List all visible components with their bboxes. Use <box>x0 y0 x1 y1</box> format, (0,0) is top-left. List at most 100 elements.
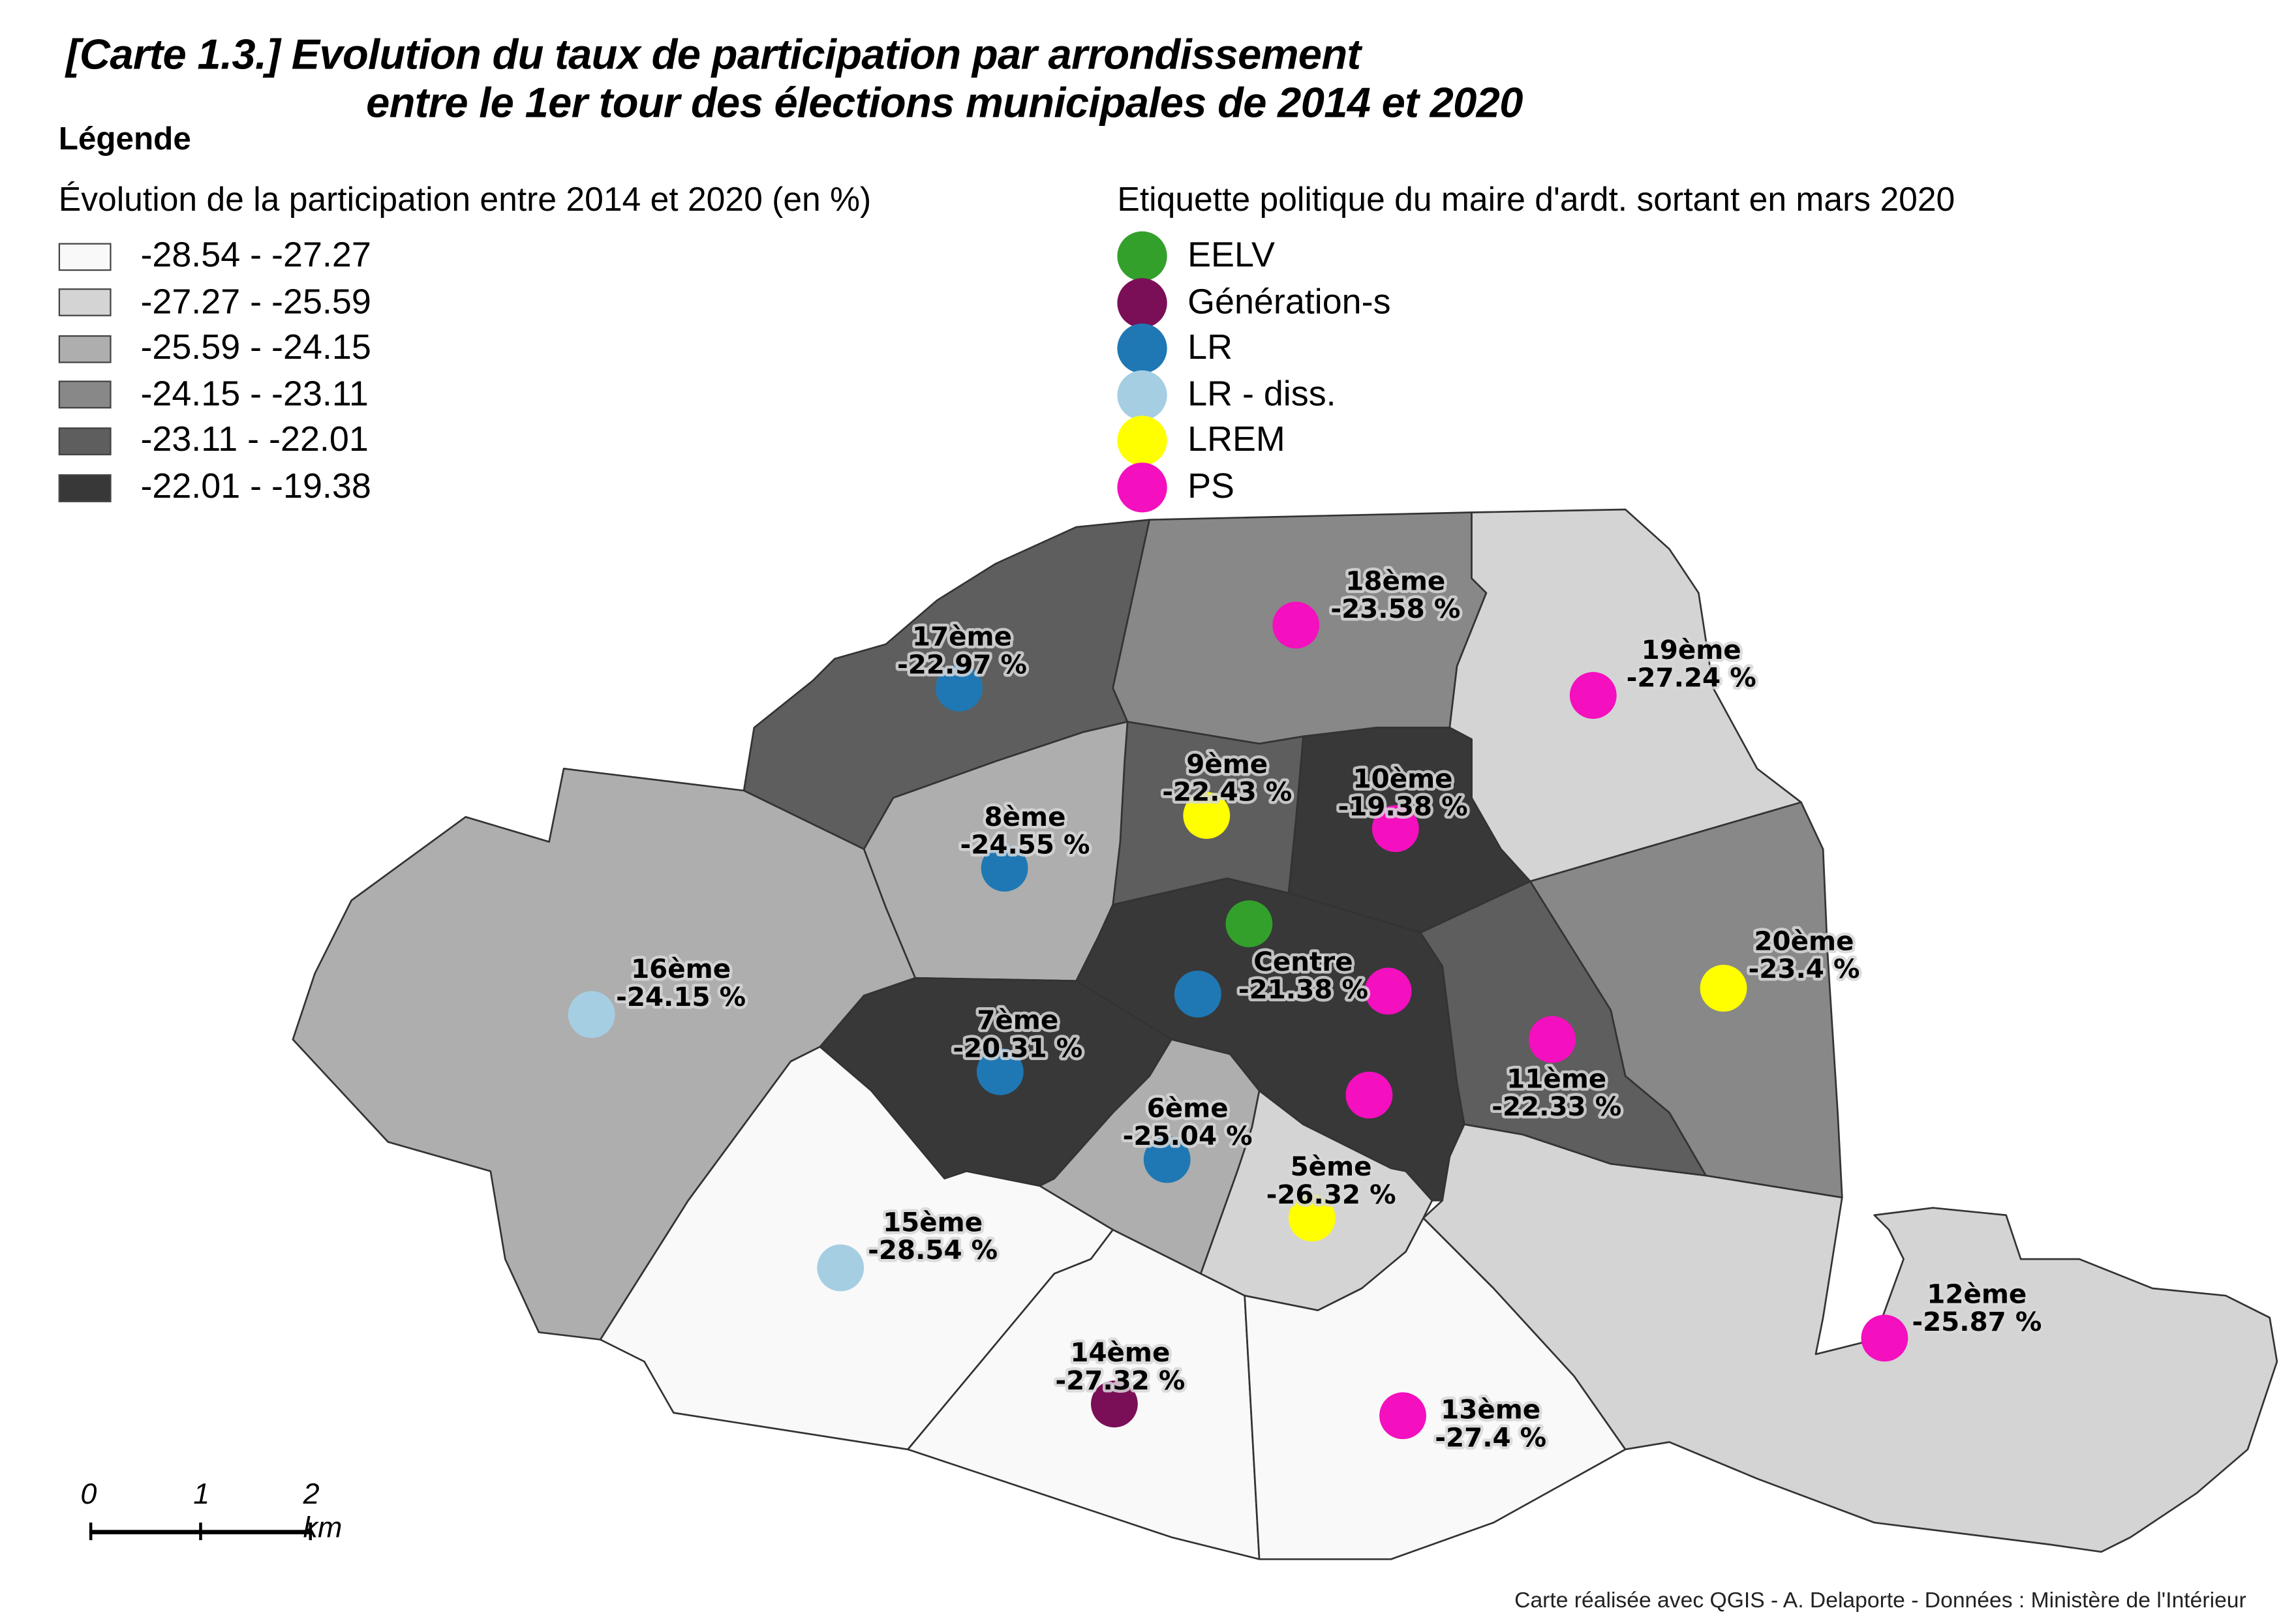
mayor-party-marker-11[interactable] <box>1529 1016 1576 1063</box>
district-value-label: -19.38 % <box>1338 791 1468 822</box>
mayor-party-marker-centre[interactable] <box>1364 967 1412 1015</box>
district-name-label: 19ème <box>1642 635 1741 665</box>
district-value-label: -22.33 % <box>1492 1091 1621 1122</box>
legend-class-label: -22.01 - -19.38 <box>140 466 371 507</box>
district-value-label: -27.4 % <box>1435 1422 1546 1453</box>
district-value-label: -27.24 % <box>1627 663 1756 693</box>
district-name-label: 6ème <box>1147 1093 1229 1123</box>
district-name-label: Centre <box>1253 947 1353 977</box>
mayor-party-marker-17[interactable] <box>936 664 983 712</box>
district-name-label: 12ème <box>1927 1279 2027 1309</box>
mayor-party-marker-15[interactable] <box>817 1244 865 1292</box>
legend-party-4: LREM <box>1117 416 1285 466</box>
legend-class-label: -23.11 - -22.01 <box>140 420 369 461</box>
legend-party-label: LR <box>1187 328 1232 368</box>
legend-swatch <box>58 381 112 409</box>
legend-class-label: -24.15 - -23.11 <box>140 374 369 414</box>
scale-tick-0: 0 <box>80 1478 97 1511</box>
party-dot-icon <box>1117 231 1167 281</box>
legend-swatch <box>58 474 112 502</box>
mayor-party-marker-18[interactable] <box>1272 601 1320 649</box>
mayor-party-marker-9[interactable] <box>1183 792 1231 839</box>
mayor-party-marker-19[interactable] <box>1569 672 1617 719</box>
district-name-label: 20ème <box>1754 926 1854 957</box>
district-name-label: 14ème <box>1070 1337 1170 1368</box>
mayor-party-marker-8[interactable] <box>981 844 1028 892</box>
district-name-label: 9ème <box>1186 749 1268 780</box>
district-name-label: 5ème <box>1291 1151 1372 1182</box>
legend-party-label: LREM <box>1187 420 1285 461</box>
legend-party-5: PS <box>1117 463 1234 513</box>
mayor-party-marker-7[interactable] <box>976 1048 1024 1095</box>
arrondissement-12[interactable] <box>1422 1123 2278 1553</box>
legend-class-label: -25.59 - -24.15 <box>140 328 371 368</box>
party-dot-icon <box>1117 324 1167 374</box>
legend-party-3: LR - diss. <box>1117 370 1336 420</box>
district-name-label: 17ème <box>912 622 1012 652</box>
district-name-label: 13ème <box>1441 1395 1540 1425</box>
district-name-label: 7ème <box>977 1005 1058 1036</box>
mayor-party-marker-5[interactable] <box>1288 1194 1336 1242</box>
legend-swatch <box>58 242 112 271</box>
legend-party-2: LR <box>1117 324 1232 374</box>
mayor-party-marker-20[interactable] <box>1700 964 1747 1012</box>
district-value-label: -26.32 % <box>1266 1179 1396 1210</box>
district-value-label: -27.32 % <box>1055 1365 1185 1396</box>
scale-bar: 0 1 2 km <box>80 1478 342 1545</box>
legend-swatch <box>58 427 112 455</box>
party-dot-icon <box>1117 416 1167 466</box>
title-line-1: [Carte 1.3.] Evolution du taux de partic… <box>65 32 1361 80</box>
district-value-label: -24.15 % <box>616 982 746 1012</box>
district-value-label: -20.31 % <box>953 1033 1082 1063</box>
legend-class-1: -27.27 - -25.59 <box>58 281 371 324</box>
legend-party-label: EELV <box>1187 235 1275 275</box>
mayor-party-marker-centre[interactable] <box>1225 900 1273 948</box>
mayor-party-marker-centre[interactable] <box>1345 1071 1393 1119</box>
mayor-party-marker-13[interactable] <box>1379 1392 1426 1440</box>
mayor-party-marker-10[interactable] <box>1371 805 1419 853</box>
party-dot-icon <box>1117 463 1167 513</box>
legend-class-4: -23.11 - -22.01 <box>58 419 369 463</box>
district-name-label: 10ème <box>1353 763 1453 794</box>
district-name-label: 8ème <box>985 802 1066 832</box>
party-dot-icon <box>1117 370 1167 420</box>
legend-class-2: -25.59 - -24.15 <box>58 327 371 371</box>
mayor-party-marker-12[interactable] <box>1861 1314 1908 1362</box>
arrondissement-15[interactable] <box>599 1046 1114 1451</box>
district-value-label: -23.58 % <box>1330 594 1460 624</box>
mayor-party-marker-centre[interactable] <box>1174 970 1221 1018</box>
district-name-label: 15ème <box>883 1207 983 1237</box>
district-value-label: -24.55 % <box>960 829 1090 860</box>
legend-class-label: -28.54 - -27.27 <box>140 235 371 275</box>
district-value-label: -25.04 % <box>1123 1121 1253 1151</box>
district-value-label: -22.43 % <box>1162 777 1292 808</box>
legend-party-1: Génération-s <box>1117 277 1391 327</box>
title-line-2: entre le 1er tour des élections municipa… <box>366 80 1523 128</box>
mayor-party-marker-16[interactable] <box>568 991 615 1039</box>
district-name-label: 18ème <box>1345 566 1445 596</box>
district-value-label: -21.38 % <box>1238 975 1368 1005</box>
district-value-label: -22.97 % <box>897 649 1027 680</box>
mayor-party-marker-6[interactable] <box>1143 1136 1191 1183</box>
scale-tick-1: 1 <box>193 1478 210 1511</box>
district-name-label: 11ème <box>1507 1064 1606 1095</box>
district-value-label: -25.87 % <box>1912 1307 2042 1337</box>
legend-party-label: Génération-s <box>1187 282 1391 322</box>
legend-swatch <box>58 288 112 316</box>
legend-heading: Légende <box>58 120 191 157</box>
participation-legend-title: Évolution de la participation entre 2014… <box>58 180 872 219</box>
party-dot-icon <box>1117 277 1167 327</box>
arrondissement-16[interactable] <box>292 767 917 1341</box>
arrondissement-14[interactable] <box>907 1228 1261 1560</box>
credit-text: Carte réalisée avec QGIS - A. Delaporte … <box>1514 1588 2246 1614</box>
mayor-party-marker-14[interactable] <box>1091 1380 1138 1428</box>
district-name-label: 16ème <box>631 954 731 984</box>
legend-swatch <box>58 335 112 363</box>
legend-class-3: -24.15 - -23.11 <box>58 373 369 417</box>
party-legend-title: Etiquette politique du maire d'ardt. sor… <box>1117 180 1955 219</box>
legend-class-5: -22.01 - -19.38 <box>58 466 371 509</box>
legend-party-0: EELV <box>1117 231 1275 281</box>
district-value-label: -23.4 % <box>1749 954 1860 984</box>
